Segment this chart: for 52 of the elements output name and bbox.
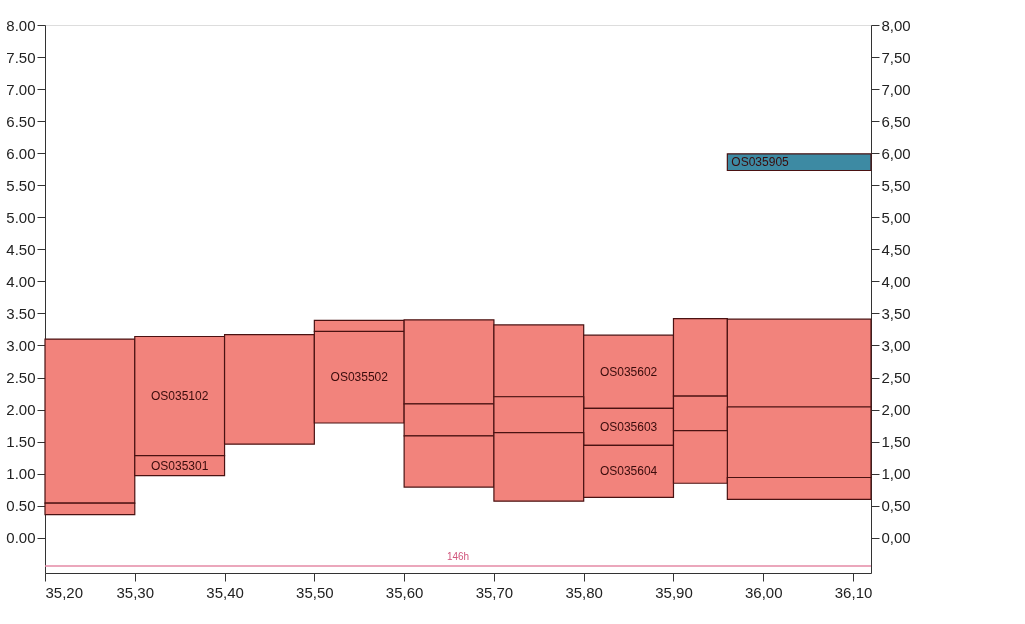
series-label: OS035602 [599,364,658,379]
y2-tick-label: 2,00 [881,401,911,419]
x-tick-label: 35,80 [565,583,603,601]
series-label: OS035502 [330,370,389,385]
y-tick-label: 2.50 [6,369,36,387]
x-tick-label: 35,30 [116,583,155,601]
series-label: OS035905 [731,155,790,170]
y-tick-label: 2.00 [6,401,36,419]
y2-tick-label: 0,00 [881,529,911,547]
y-tick-label: 6.00 [6,144,36,162]
y2-tick-label: 1,50 [881,433,911,451]
ref-line-label: 146h [446,550,470,562]
y-tick-label: 4.00 [6,272,36,290]
y2-tick-label: 8,00 [881,16,911,34]
y-tick-label: 5.50 [6,176,36,194]
y-tick-label: 7.50 [6,48,36,66]
x-tick-label: 35,60 [385,583,424,601]
y-tick-label: 1.50 [6,433,36,451]
y-tick-label: 6.50 [6,112,36,130]
y2-tick-label: 5,50 [881,176,911,194]
y2-tick-label: 3,50 [881,304,911,322]
x-tick-label: 36,00 [744,583,783,601]
x-tick-label: 35,50 [296,583,334,601]
y2-tick-label: 5,00 [881,208,911,226]
y2-tick-label: 4,50 [881,240,911,258]
y-tick-label: 0.00 [6,529,36,547]
y-tick-label: 1.00 [6,465,36,483]
y-tick-label: 5.00 [6,208,36,226]
x-tick-label: 35,20 [45,583,84,601]
series-label: OS035102 [150,389,209,404]
y-tick-label: 3.00 [6,336,36,354]
y-tick-label: 8.00 [6,16,36,34]
y2-tick-label: 2,50 [881,369,911,387]
y2-tick-label: 6,00 [881,144,911,162]
series-label: OS035301 [150,458,209,473]
y2-tick-label: 7,50 [881,48,911,66]
y2-tick-label: 4,00 [881,272,911,290]
y2-tick-label: 1,00 [881,465,911,483]
y2-tick-label: 7,00 [881,80,911,98]
series-label: OS035604 [599,464,658,479]
y-tick-label: 0.50 [6,497,36,515]
x-tick-label: 36,10 [834,583,873,601]
x-tick-label: 35,90 [655,583,693,601]
y2-tick-label: 0,50 [881,497,911,515]
y2-tick-label: 6,50 [881,112,911,130]
x-tick-label: 35,70 [475,583,514,601]
series-label: OS035603 [599,419,658,434]
y2-tick-label: 3,00 [881,336,911,354]
y-tick-label: 7.00 [6,80,36,98]
x-tick-label: 35,40 [206,583,244,601]
y-tick-label: 3.50 [6,304,36,322]
y-tick-label: 4.50 [6,240,36,258]
